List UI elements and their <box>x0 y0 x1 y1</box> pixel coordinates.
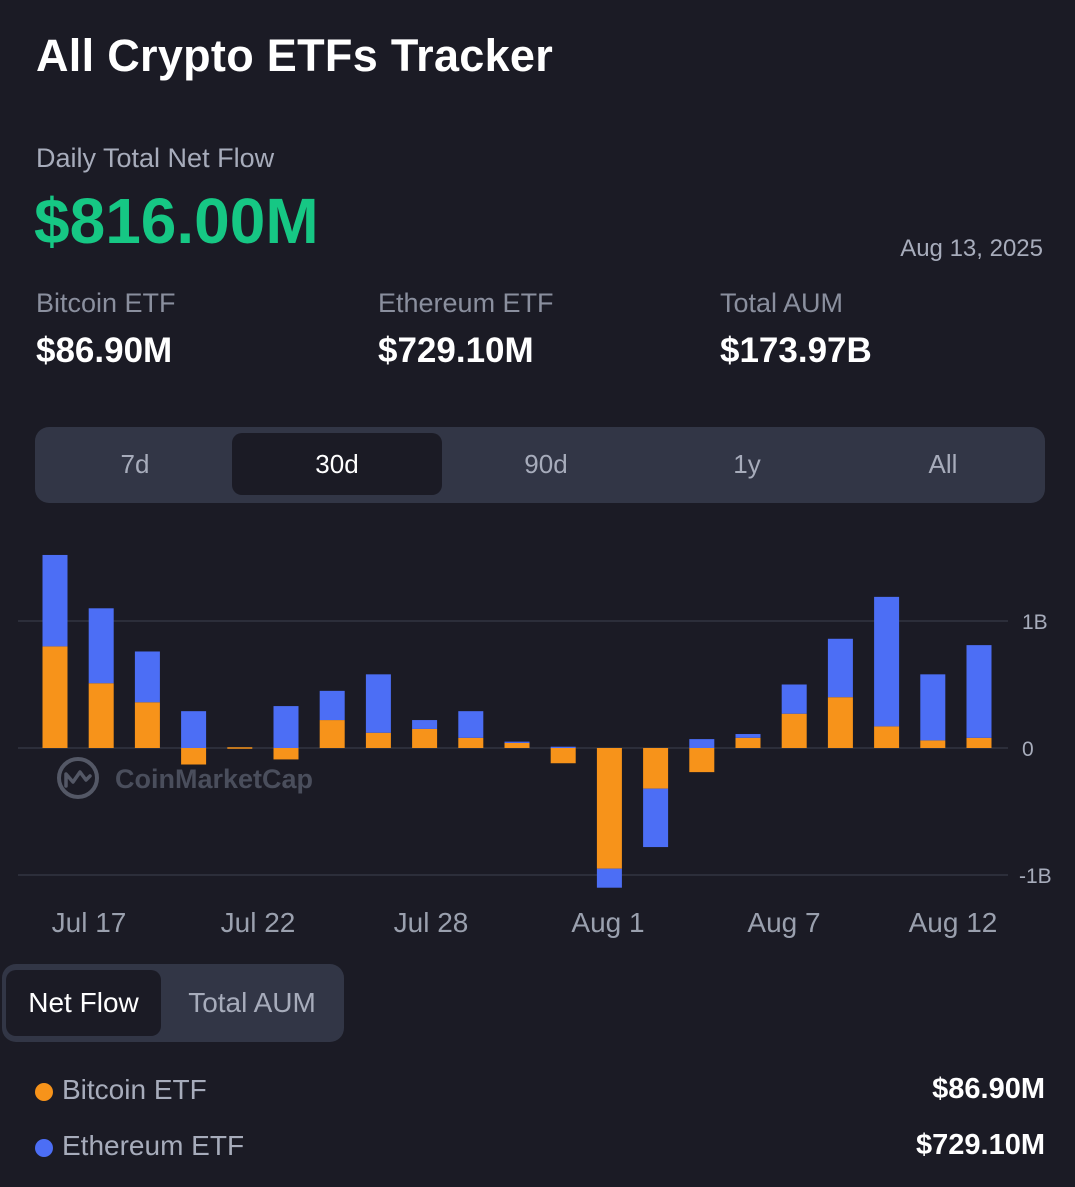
page-title: All Crypto ETFs Tracker <box>36 30 553 82</box>
ethereum-bar[interactable] <box>828 639 853 697</box>
total-aum-stat-label: Total AUM <box>720 288 872 319</box>
y-tick-label: 0 <box>1022 738 1034 761</box>
y-tick-label: -1B <box>1019 865 1052 888</box>
bitcoin-bar[interactable] <box>736 738 761 748</box>
tab-90d[interactable]: 90d <box>445 433 647 495</box>
y-tick-label: 1B <box>1022 611 1048 634</box>
tab-all[interactable]: All <box>847 433 1039 495</box>
x-tick-aug-12: Aug 12 <box>909 907 998 939</box>
bitcoin-etf-stat-label: Bitcoin ETF <box>36 288 176 319</box>
net-flow-chart: CoinMarketCap 1B 0 -1B <box>0 530 1075 895</box>
ethereum-bar[interactable] <box>274 706 299 748</box>
ethereum-bar[interactable] <box>89 608 114 683</box>
ethereum-etf-stat: Ethereum ETF $729.10M <box>378 288 554 371</box>
bitcoin-bar[interactable] <box>89 683 114 748</box>
coinmarketcap-watermark: CoinMarketCap <box>59 759 313 797</box>
ethereum-bar[interactable] <box>736 734 761 738</box>
bitcoin-bar[interactable] <box>551 748 576 763</box>
bitcoin-bar[interactable] <box>597 748 622 869</box>
view-toggle: Net Flow Total AUM <box>2 964 344 1042</box>
bitcoin-bar[interactable] <box>412 729 437 748</box>
ethereum-bar[interactable] <box>135 651 160 702</box>
bitcoin-bar[interactable] <box>320 720 345 748</box>
x-tick-jul-17: Jul 17 <box>52 907 127 939</box>
legend-bitcoin-etf: Bitcoin ETF $86.90M <box>35 1072 1045 1112</box>
bitcoin-bar[interactable] <box>689 748 714 772</box>
x-tick-aug-7: Aug 7 <box>747 907 820 939</box>
ethereum-etf-stat-label: Ethereum ETF <box>378 288 554 319</box>
net-flow-toggle[interactable]: Net Flow <box>6 970 161 1036</box>
ethereum-bar[interactable] <box>43 555 68 646</box>
bitcoin-bar[interactable] <box>782 714 807 748</box>
chart-y-ticks: 1B 0 -1B <box>1019 611 1052 888</box>
daily-date: Aug 13, 2025 <box>900 235 1043 263</box>
chart-bars <box>43 555 992 888</box>
ethereum-bar[interactable] <box>412 720 437 729</box>
ethereum-bar[interactable] <box>366 674 391 732</box>
ethereum-bar[interactable] <box>181 711 206 748</box>
ethereum-color-dot-icon <box>35 1139 53 1157</box>
time-range-tabs: 7d 30d 90d 1y All <box>35 427 1045 503</box>
daily-net-flow-value: $816.00M <box>34 184 319 258</box>
bitcoin-etf-stat-value: $86.90M <box>36 331 176 371</box>
bitcoin-bar[interactable] <box>967 738 992 748</box>
legend-bitcoin-name: Bitcoin ETF <box>62 1074 207 1106</box>
bitcoin-bar[interactable] <box>43 646 68 748</box>
ethereum-bar[interactable] <box>689 739 714 748</box>
tab-30d[interactable]: 30d <box>232 433 442 495</box>
ethereum-bar[interactable] <box>458 711 483 738</box>
legend-ethereum-name: Ethereum ETF <box>62 1130 244 1162</box>
legend-ethereum-etf: Ethereum ETF $729.10M <box>35 1128 1045 1168</box>
ethereum-bar[interactable] <box>643 789 668 847</box>
bitcoin-bar[interactable] <box>458 738 483 748</box>
tab-1y[interactable]: 1y <box>647 433 847 495</box>
legend-bitcoin-value: $86.90M <box>932 1073 1045 1106</box>
ethereum-bar[interactable] <box>874 597 899 727</box>
total-aum-toggle[interactable]: Total AUM <box>164 970 340 1036</box>
ethereum-bar[interactable] <box>597 869 622 888</box>
ethereum-bar[interactable] <box>782 685 807 714</box>
bitcoin-bar[interactable] <box>366 733 391 748</box>
ethereum-bar[interactable] <box>967 645 992 738</box>
legend-ethereum-value: $729.10M <box>916 1129 1045 1162</box>
x-tick-jul-28: Jul 28 <box>394 907 469 939</box>
bitcoin-bar[interactable] <box>874 726 899 748</box>
total-aum-stat: Total AUM $173.97B <box>720 288 872 371</box>
bitcoin-bar[interactable] <box>274 748 299 759</box>
watermark-text: CoinMarketCap <box>115 764 313 794</box>
bitcoin-bar[interactable] <box>828 697 853 748</box>
total-aum-stat-value: $173.97B <box>720 331 872 371</box>
bitcoin-bar[interactable] <box>135 702 160 748</box>
ethereum-bar[interactable] <box>920 674 945 740</box>
daily-net-flow-label: Daily Total Net Flow <box>36 143 274 174</box>
ethereum-bar[interactable] <box>551 747 576 748</box>
bitcoin-bar[interactable] <box>505 743 530 748</box>
tab-7d[interactable]: 7d <box>35 433 235 495</box>
bitcoin-bar[interactable] <box>643 748 668 789</box>
bitcoin-bar[interactable] <box>181 748 206 765</box>
ethereum-etf-stat-value: $729.10M <box>378 331 554 371</box>
bitcoin-etf-stat: Bitcoin ETF $86.90M <box>36 288 176 371</box>
ethereum-bar[interactable] <box>505 742 530 743</box>
bitcoin-bar[interactable] <box>920 740 945 748</box>
x-tick-aug-1: Aug 1 <box>571 907 644 939</box>
bitcoin-color-dot-icon <box>35 1083 53 1101</box>
ethereum-bar[interactable] <box>320 691 345 720</box>
x-tick-jul-22: Jul 22 <box>221 907 296 939</box>
